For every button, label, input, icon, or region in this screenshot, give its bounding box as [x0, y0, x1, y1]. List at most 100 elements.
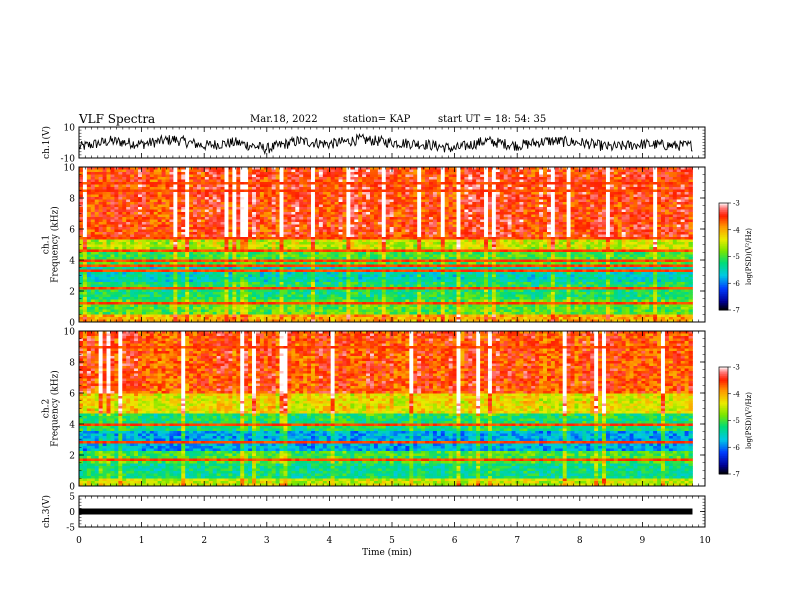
spectrogram-cell	[102, 172, 107, 175]
spectrogram-cell	[208, 182, 214, 185]
spectrogram-cell	[122, 242, 127, 245]
spectrogram-cell	[141, 202, 147, 205]
spectrogram-cell	[240, 207, 245, 210]
spectrogram-cell	[480, 194, 485, 198]
spectrogram-cell	[181, 177, 186, 180]
spectrogram-cell	[621, 227, 627, 230]
spectrogram-cell	[244, 242, 249, 245]
spectrogram-cell	[413, 187, 418, 190]
spectrogram-cell	[385, 194, 391, 198]
spectrogram-cell	[311, 204, 316, 208]
spectrogram-cell	[550, 242, 556, 245]
spectrogram-cell	[173, 167, 178, 170]
spectrogram-cell	[602, 177, 607, 180]
spectrogram-cell	[334, 184, 339, 188]
spectrogram-cell	[464, 179, 469, 183]
spectrogram-cell	[586, 217, 591, 220]
spectrogram-cell	[574, 169, 579, 173]
spectrogram-cell	[248, 214, 253, 218]
spectrogram-cell	[570, 179, 575, 183]
spectrogram-cell	[429, 194, 434, 198]
spectrogram-cell	[649, 209, 654, 213]
spectrogram-cell	[594, 244, 599, 248]
spectrogram-cell	[130, 189, 135, 193]
spectrogram-cell	[661, 224, 666, 228]
spectrogram-cell	[114, 244, 119, 248]
spectrogram-cell	[401, 237, 406, 240]
spectrogram-cell	[448, 229, 453, 233]
spectrogram-cell	[299, 189, 304, 193]
spectrogram-cell	[574, 239, 579, 243]
spectrogram-cell	[287, 214, 292, 218]
spectrogram-cell	[448, 199, 453, 203]
spectrogram-cell	[421, 187, 426, 190]
spectrogram-cell	[594, 189, 599, 193]
spectrogram-cell	[275, 169, 280, 173]
spectrogram-cell	[177, 242, 182, 245]
spectrogram-cell	[303, 202, 308, 205]
spectrogram-cell	[220, 237, 225, 240]
spectrogram-cell	[409, 209, 414, 213]
spectrogram-cell	[220, 207, 225, 210]
spectrogram-cell	[641, 179, 646, 183]
spectrogram-cell	[157, 227, 162, 230]
spectrogram-cell	[98, 179, 103, 183]
spectrogram-cell	[515, 197, 520, 200]
spectrogram-cell	[429, 229, 434, 233]
spectrogram-cell	[118, 222, 123, 225]
spectrogram-cell	[220, 182, 225, 185]
spectrogram-cell	[617, 187, 623, 190]
spectrogram-cell	[641, 217, 646, 220]
spectrogram-cell	[543, 169, 548, 173]
spectrogram-cell	[240, 239, 245, 243]
spectrogram-cell	[200, 177, 206, 180]
spectrogram-cell	[476, 172, 481, 175]
spectrogram-cell	[267, 239, 273, 243]
spectrogram-cell	[499, 222, 505, 225]
spectrogram-cell	[582, 224, 587, 228]
spectrogram-cell	[680, 227, 686, 230]
spectrogram-cell	[594, 202, 599, 205]
spectrogram-cell	[299, 202, 304, 205]
spectrogram-cell	[208, 169, 214, 173]
spectrogram-cell	[181, 222, 186, 225]
spectrogram-cell	[590, 199, 595, 203]
spectrogram-cell	[303, 209, 308, 213]
spectrogram-cell	[546, 212, 552, 215]
spectrogram-cell	[405, 194, 410, 198]
spectrogram-cell	[637, 184, 642, 188]
spectrogram-cell	[291, 184, 296, 188]
spectrogram-cell	[173, 217, 178, 220]
spectrogram-cell	[134, 212, 139, 215]
spectrogram-cell	[468, 204, 473, 208]
spectrogram-cell	[200, 222, 206, 225]
spectrogram-cell	[79, 224, 84, 228]
spectrogram-cell	[550, 172, 556, 175]
spectrogram-cell	[90, 209, 96, 213]
spectrogram-cell	[173, 222, 178, 225]
spectrogram-cell	[562, 222, 568, 225]
spectrogram-cell	[440, 202, 446, 205]
spectrogram-cell	[550, 229, 556, 233]
spectrogram-cell	[602, 167, 607, 170]
spectrogram-cell	[668, 239, 674, 243]
spectrogram-cell	[263, 217, 269, 220]
spectrogram-cell	[578, 207, 583, 210]
spectrogram-cell	[350, 189, 355, 193]
spectrogram-cell	[605, 232, 611, 235]
spectrogram-cell	[649, 207, 654, 210]
spectrogram-cell	[491, 189, 497, 193]
spectrogram-cell	[546, 239, 552, 243]
spectrogram-cell	[248, 202, 253, 205]
spectrogram-cell	[527, 212, 532, 215]
spectrogram-cell	[373, 229, 379, 233]
spectrogram-cell	[189, 214, 194, 218]
spectrogram-cell	[94, 169, 100, 173]
spectrogram-cell	[224, 204, 229, 208]
spectrogram-cell	[318, 212, 324, 215]
spectrogram-cell	[322, 172, 328, 175]
spectrogram-cell	[118, 189, 123, 193]
spectrogram-cell	[141, 194, 147, 198]
spectrogram-cell	[389, 217, 394, 220]
spectrogram-cell	[413, 232, 418, 235]
